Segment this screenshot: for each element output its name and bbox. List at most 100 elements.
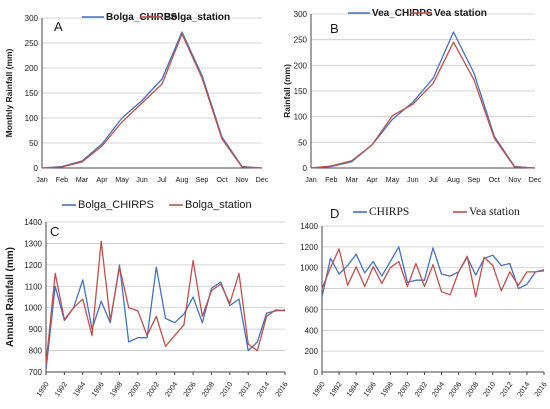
x-tick-label: 2016	[532, 380, 549, 398]
x-tick-label: Aug	[176, 175, 189, 184]
y-tick-label: 100	[25, 114, 39, 123]
y-tick-label: 1200	[24, 261, 42, 270]
x-tick-label: 1998	[108, 380, 125, 398]
y-tick-label: 200	[25, 64, 39, 73]
x-tick-label: 2016	[273, 380, 290, 398]
series-line-bolga-chirps	[45, 264, 286, 370]
y-tick-label: 1200	[300, 243, 318, 252]
x-tick-label: 1990	[34, 380, 51, 398]
x-tick-label: 2010	[218, 380, 235, 398]
y-tick-label: 1100	[25, 282, 43, 291]
y-tick-label: 50	[29, 139, 38, 148]
y-tick-label: 200	[294, 61, 308, 70]
y-axis-label: Monthly Rainfall (mm)	[4, 48, 14, 137]
y-tick-label: 150	[294, 87, 308, 96]
y-tick-label: 900	[29, 325, 43, 334]
x-tick-label: 2006	[447, 380, 464, 398]
y-tick-label: 150	[25, 89, 39, 98]
y-tick-label: 300	[294, 10, 308, 19]
y-tick-label: 1000	[300, 264, 318, 273]
y-tick-label: 600	[305, 305, 319, 314]
x-tick-label: 2000	[395, 380, 412, 398]
x-tick-label: 2002	[413, 380, 430, 398]
y-tick-label: 700	[29, 368, 43, 377]
panel-b: 0 50 100 150 200 250 300 Jan Feb Mar Apr May Jun Jul A…	[282, 8, 542, 184]
x-tick-label: 2014	[255, 380, 272, 398]
x-tick-label: 2004	[163, 380, 180, 398]
series-line-vea-station	[321, 248, 545, 298]
x-tick-label: Oct	[216, 175, 227, 184]
x-tick-label: 1992	[52, 380, 69, 398]
x-tick-label: 2008	[200, 380, 217, 398]
y-tick-label: 0	[303, 164, 308, 173]
x-tick-label: Apr	[96, 175, 108, 184]
x-tick-label: Oct	[489, 175, 500, 184]
x-tick-label: 2008	[464, 380, 481, 398]
x-tick-label: May	[115, 175, 129, 184]
x-tick-label: Feb	[325, 175, 337, 184]
y-tick-label: 1400	[300, 222, 318, 231]
x-tick-label: 1990	[310, 380, 327, 398]
panel-label: B	[330, 21, 339, 36]
x-tick-label: Jul	[157, 175, 167, 184]
x-tick-label: Jun	[407, 175, 419, 184]
series-line-bolga-chirps	[41, 31, 263, 169]
y-tick-label: 200	[305, 347, 319, 356]
x-tick-label: 2010	[481, 380, 498, 398]
series-line-bolga-station	[45, 240, 286, 365]
series-line-chirps	[321, 246, 545, 298]
panel-a: 0 50 100 150 200 250 300 Jan Feb Mar Apr May Jun Jul A…	[4, 12, 269, 184]
series-line-vea-chirps	[310, 31, 536, 169]
legend-label: Vea station	[469, 206, 520, 218]
panel-label: C	[50, 224, 59, 239]
panel-label: D	[330, 206, 339, 221]
x-tick-label: 1994	[71, 380, 88, 398]
x-tick-label: 1994	[344, 380, 361, 398]
y-tick-label: 50	[298, 138, 307, 147]
x-tick-label: Mar	[76, 175, 89, 184]
x-tick-label: Apr	[366, 175, 378, 184]
y-tick-label: 100	[294, 113, 308, 122]
x-tick-label: Dec	[529, 175, 542, 184]
legend-label: Bolga_station	[185, 199, 252, 211]
y-tick-label: 800	[29, 347, 43, 356]
legend-label: Bolga_CHIRPS	[78, 199, 154, 211]
x-tick-label: 1996	[361, 380, 378, 398]
y-axis-label: Annual Rainfall (mm)	[5, 247, 16, 347]
x-tick-label: 1998	[378, 380, 395, 398]
y-tick-label: 250	[25, 39, 39, 48]
x-tick-label: Nov	[236, 175, 249, 184]
x-tick-label: May	[386, 175, 400, 184]
y-tick-label: 1400	[24, 218, 42, 227]
x-tick-label: Sep	[196, 175, 209, 184]
y-tick-label: 300	[25, 14, 39, 23]
y-tick-label: 250	[294, 36, 308, 45]
x-tick-label: Jan	[36, 175, 48, 184]
series-line-bolga-station	[41, 33, 263, 169]
y-tick-label: 1300	[24, 239, 42, 248]
x-tick-label: 2014	[515, 380, 532, 398]
y-tick-label: 0	[314, 368, 319, 377]
x-tick-label: Feb	[56, 175, 68, 184]
x-tick-label: Jun	[136, 175, 148, 184]
y-tick-label: 400	[305, 326, 319, 335]
x-tick-label: 2000	[126, 380, 143, 398]
legend-label: Vea_CHIRPS	[372, 8, 433, 19]
x-tick-label: 2004	[430, 380, 447, 398]
x-tick-label: 1992	[327, 380, 344, 398]
x-tick-label: Jan	[305, 175, 317, 184]
x-tick-label: 2012	[498, 380, 515, 398]
legend-label: Vea station	[434, 8, 487, 19]
x-tick-label: 1996	[89, 380, 106, 398]
x-tick-label: 2002	[144, 380, 161, 398]
x-tick-label: Jul	[429, 175, 439, 184]
legend-label: CHIRPS	[369, 206, 409, 218]
panel-label: A	[54, 19, 63, 34]
series-line-vea-station	[310, 41, 536, 169]
y-tick-label: 800	[305, 285, 319, 294]
y-tick-label: 1000	[24, 304, 42, 313]
legend-label: Bolga_station	[164, 12, 230, 23]
